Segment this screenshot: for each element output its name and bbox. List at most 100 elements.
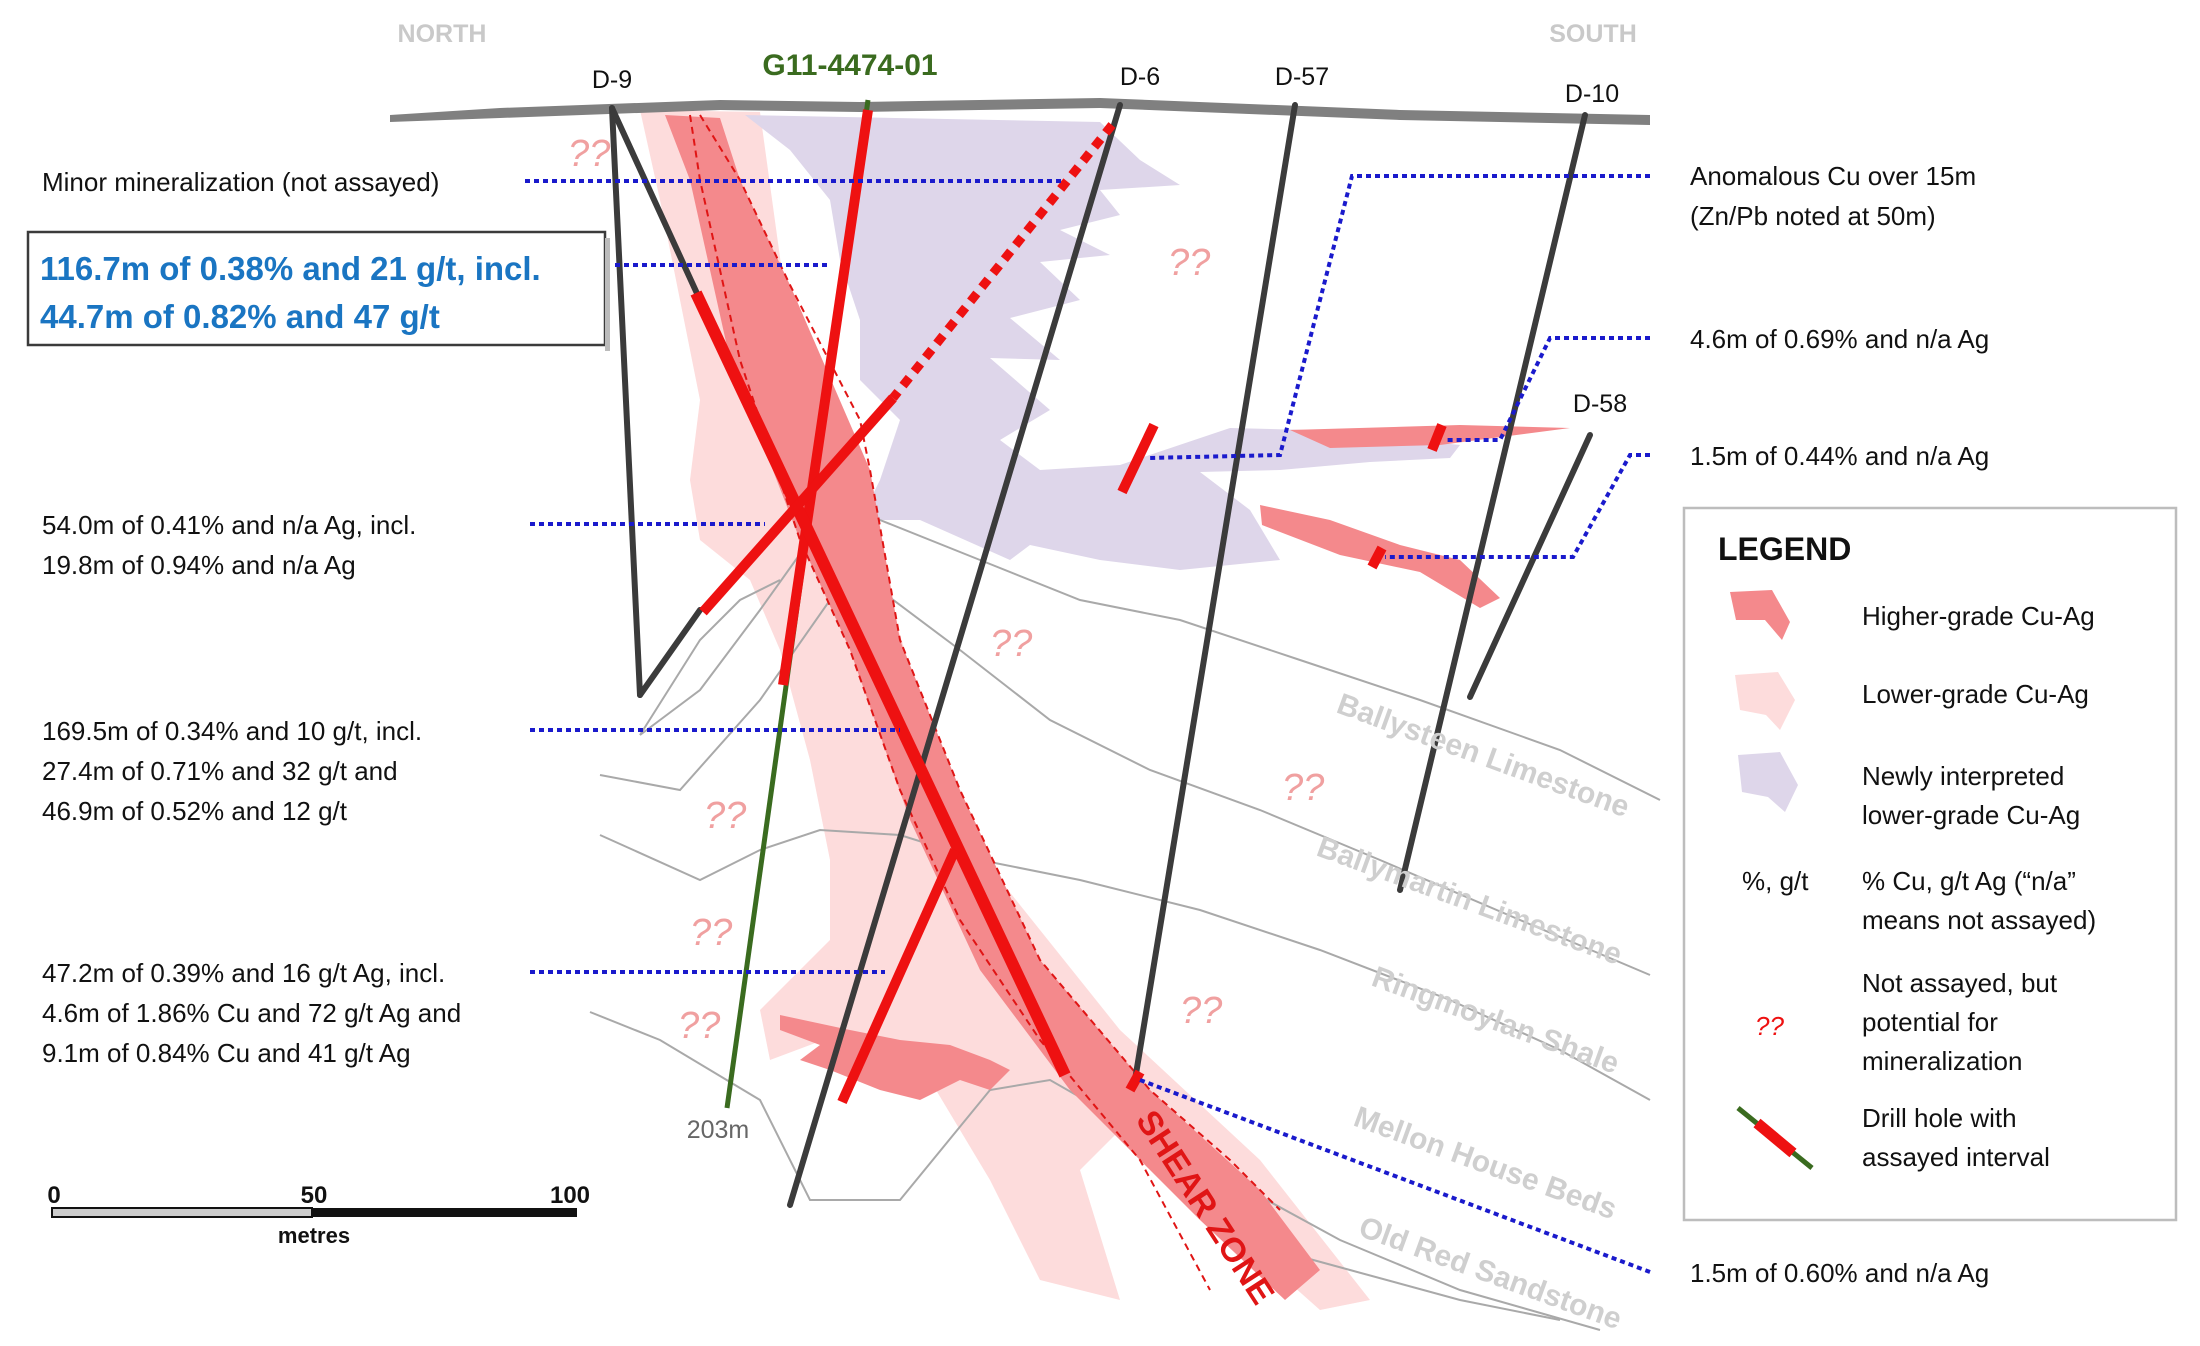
- drill-hole-label-g11: G11-4474-01: [762, 49, 937, 82]
- assayed-intervals: [690, 109, 1447, 1105]
- drill-hole-d9-deep: [637, 607, 703, 698]
- assay-d6-deep-interval: [837, 847, 960, 1105]
- formation-label-ringmoylan: Ringmoylan Shale: [1368, 961, 1624, 1081]
- highlight-callout-shadow: [605, 238, 610, 351]
- assay-d6-bottom-interval: [1125, 1069, 1145, 1093]
- formation-label-ballymartin: Ballymartin Limestone: [1313, 831, 1627, 972]
- callout-d6-deep-interval: 1.5m of 0.60% and n/a Ag: [1690, 1258, 1989, 1288]
- question-marks-8: ??: [678, 1005, 721, 1047]
- legend-units-symbol: %, g/t: [1742, 866, 1809, 896]
- drill-hole-d57: [1132, 102, 1298, 1083]
- question-marks-5: ??: [704, 795, 747, 837]
- assay-d58-interval: [1367, 545, 1387, 570]
- callout-169m-line2: 27.4m of 0.71% and 32 g/t and: [42, 756, 398, 786]
- question-marks-3: ??: [990, 623, 1033, 665]
- legend-label-not-assayed-line3: mineralization: [1862, 1046, 2022, 1076]
- callout-47m-line1: 47.2m of 0.39% and 16 g/t Ag, incl.: [42, 958, 445, 988]
- formation-label-old-red-sandstone: Old Red Sandstone: [1355, 1211, 1626, 1337]
- scale-bar-light-segment: [51, 1207, 313, 1218]
- highlight-callout-line1: 116.7m of 0.38% and 21 g/t, incl.: [40, 250, 541, 287]
- callout-leaders: [525, 174, 1651, 1274]
- legend-label-lower-grade: Lower-grade Cu-Ag: [1862, 679, 2089, 709]
- scale-bar-tick-100: 100: [550, 1182, 590, 1209]
- shear-zone-boundary-east: [699, 114, 1281, 1211]
- callout-d58-interval: 1.5m of 0.44% and n/a Ag: [1690, 441, 1989, 471]
- drill-hole-icon: [1736, 1106, 1814, 1170]
- assay-d9-crossing-interval: [699, 394, 897, 616]
- leader-anomalous: [1147, 174, 1650, 460]
- callout-169m-line3: 46.9m of 0.52% and 12 g/t: [42, 796, 348, 826]
- callout-54m-line2: 19.8m of 0.94% and n/a Ag: [42, 550, 356, 580]
- drill-hole-label-d57: D-57: [1275, 63, 1329, 91]
- assay-d6-dashed-interval: [889, 122, 1116, 401]
- drill-holes: [609, 102, 1593, 1208]
- legend-label-higher-grade: Higher-grade Cu-Ag: [1862, 601, 2095, 631]
- legend-label-drill-hole-line1: Drill hole with: [1862, 1103, 2017, 1133]
- callout-47m-line3: 9.1m of 0.84% Cu and 41 g/t Ag: [42, 1038, 411, 1068]
- scale-bar-tick-0: 0: [47, 1182, 60, 1209]
- drill-hole-label-d58: D-58: [1573, 390, 1627, 418]
- question-marks-4: ??: [1282, 767, 1325, 809]
- north-label: NORTH: [398, 20, 487, 48]
- formation-label-mellon-house: Mellon House Beds: [1350, 1101, 1621, 1227]
- newly-interpreted-swatch: [1738, 752, 1798, 812]
- lower-grade-zone: [640, 110, 1370, 1310]
- callout-d10-interval: 4.6m of 0.69% and n/a Ag: [1690, 324, 1989, 354]
- ground-surface: [390, 98, 1650, 125]
- legend-title: LEGEND: [1718, 531, 1851, 567]
- drill-hole-label-d6: D-6: [1120, 63, 1160, 91]
- callout-54m-line1: 54.0m of 0.41% and n/a Ag, incl.: [42, 510, 416, 540]
- drill-hole-label-d10: D-10: [1565, 80, 1619, 108]
- question-marks-icon: ??: [1755, 1011, 1784, 1041]
- assay-d57-interval: [1117, 422, 1159, 495]
- highlight-callout-box: [26, 230, 607, 347]
- drill-hole-depth-label: 203m: [687, 1116, 750, 1144]
- legend-label-newly-interpreted-line1: Newly interpreted: [1862, 761, 2064, 791]
- higher-grade-swatch: [1730, 590, 1790, 640]
- callout-anomalous-line2: (Zn/Pb noted at 50m): [1690, 201, 1936, 231]
- drill-hole-d9: [609, 105, 643, 698]
- south-label: SOUTH: [1549, 20, 1637, 48]
- question-marks-6: ??: [690, 912, 733, 954]
- leader-d10-interval: [1445, 336, 1650, 442]
- legend-label-not-assayed-line2: potential for: [1862, 1007, 1998, 1037]
- legend-units-line1: % Cu, g/t Ag (“n/a”: [1862, 866, 2076, 896]
- assay-shear-zone-interval: [690, 290, 1071, 1078]
- legend-label-not-assayed-line1: Not assayed, but: [1862, 968, 2058, 998]
- scale-bar-unit: metres: [278, 1223, 350, 1248]
- lower-grade-swatch: [1735, 672, 1795, 730]
- assay-d10-interval: [1427, 423, 1447, 452]
- legend-label-newly-interpreted-line2: lower-grade Cu-Ag: [1862, 800, 2080, 830]
- contact-line-3: [599, 828, 1651, 1101]
- callout-anomalous-line1: Anomalous Cu over 15m: [1690, 161, 1976, 191]
- scale-bar-dark-segment: [312, 1208, 577, 1217]
- drill-hole-d6: [787, 102, 1123, 1208]
- legend-box: [1682, 506, 2178, 1222]
- callout-47m-line2: 4.6m of 1.86% Cu and 72 g/t Ag and: [42, 998, 461, 1028]
- highlight-callout-line2: 44.7m of 0.82% and 47 g/t: [40, 298, 440, 335]
- higher-grade-lens-d10: [1290, 425, 1570, 448]
- scale-bar-tick-50: 50: [301, 1182, 328, 1209]
- drill-hole-d9-shallow: [609, 105, 703, 303]
- question-marks-7: ??: [1180, 990, 1223, 1032]
- drill-hole-d58: [1467, 432, 1593, 700]
- question-marks: ?? ?? ?? ?? ?? ?? ?? ??: [568, 133, 1325, 1047]
- formation-label-ballysteen: Ballysteen Limestone: [1333, 688, 1634, 825]
- callout-minor-mineralization: Minor mineralization (not assayed): [42, 167, 439, 197]
- question-marks-1: ??: [568, 133, 611, 175]
- drill-hole-icon-interval: [1753, 1118, 1797, 1158]
- drill-hole-d10: [1397, 112, 1588, 893]
- leader-d58-interval: [1385, 453, 1650, 559]
- scale-bar: 0 50 100 metres: [47, 1182, 590, 1248]
- drill-hole-label-d9: D-9: [592, 66, 632, 94]
- legend: LEGEND Higher-grade Cu-Ag Lower-grade Cu…: [1682, 506, 2178, 1222]
- assay-g11-interval: [778, 109, 873, 686]
- legend-label-drill-hole-line2: assayed interval: [1862, 1142, 2050, 1172]
- legend-units-line2: means not assayed): [1862, 905, 2096, 935]
- contact-line-6: [639, 579, 781, 736]
- callout-169m-line1: 169.5m of 0.34% and 10 g/t, incl.: [42, 716, 422, 746]
- contact-line-4: [589, 1011, 1601, 1331]
- shear-zone-band: [665, 115, 1320, 1300]
- leader-d6-deep: [1139, 1078, 1651, 1274]
